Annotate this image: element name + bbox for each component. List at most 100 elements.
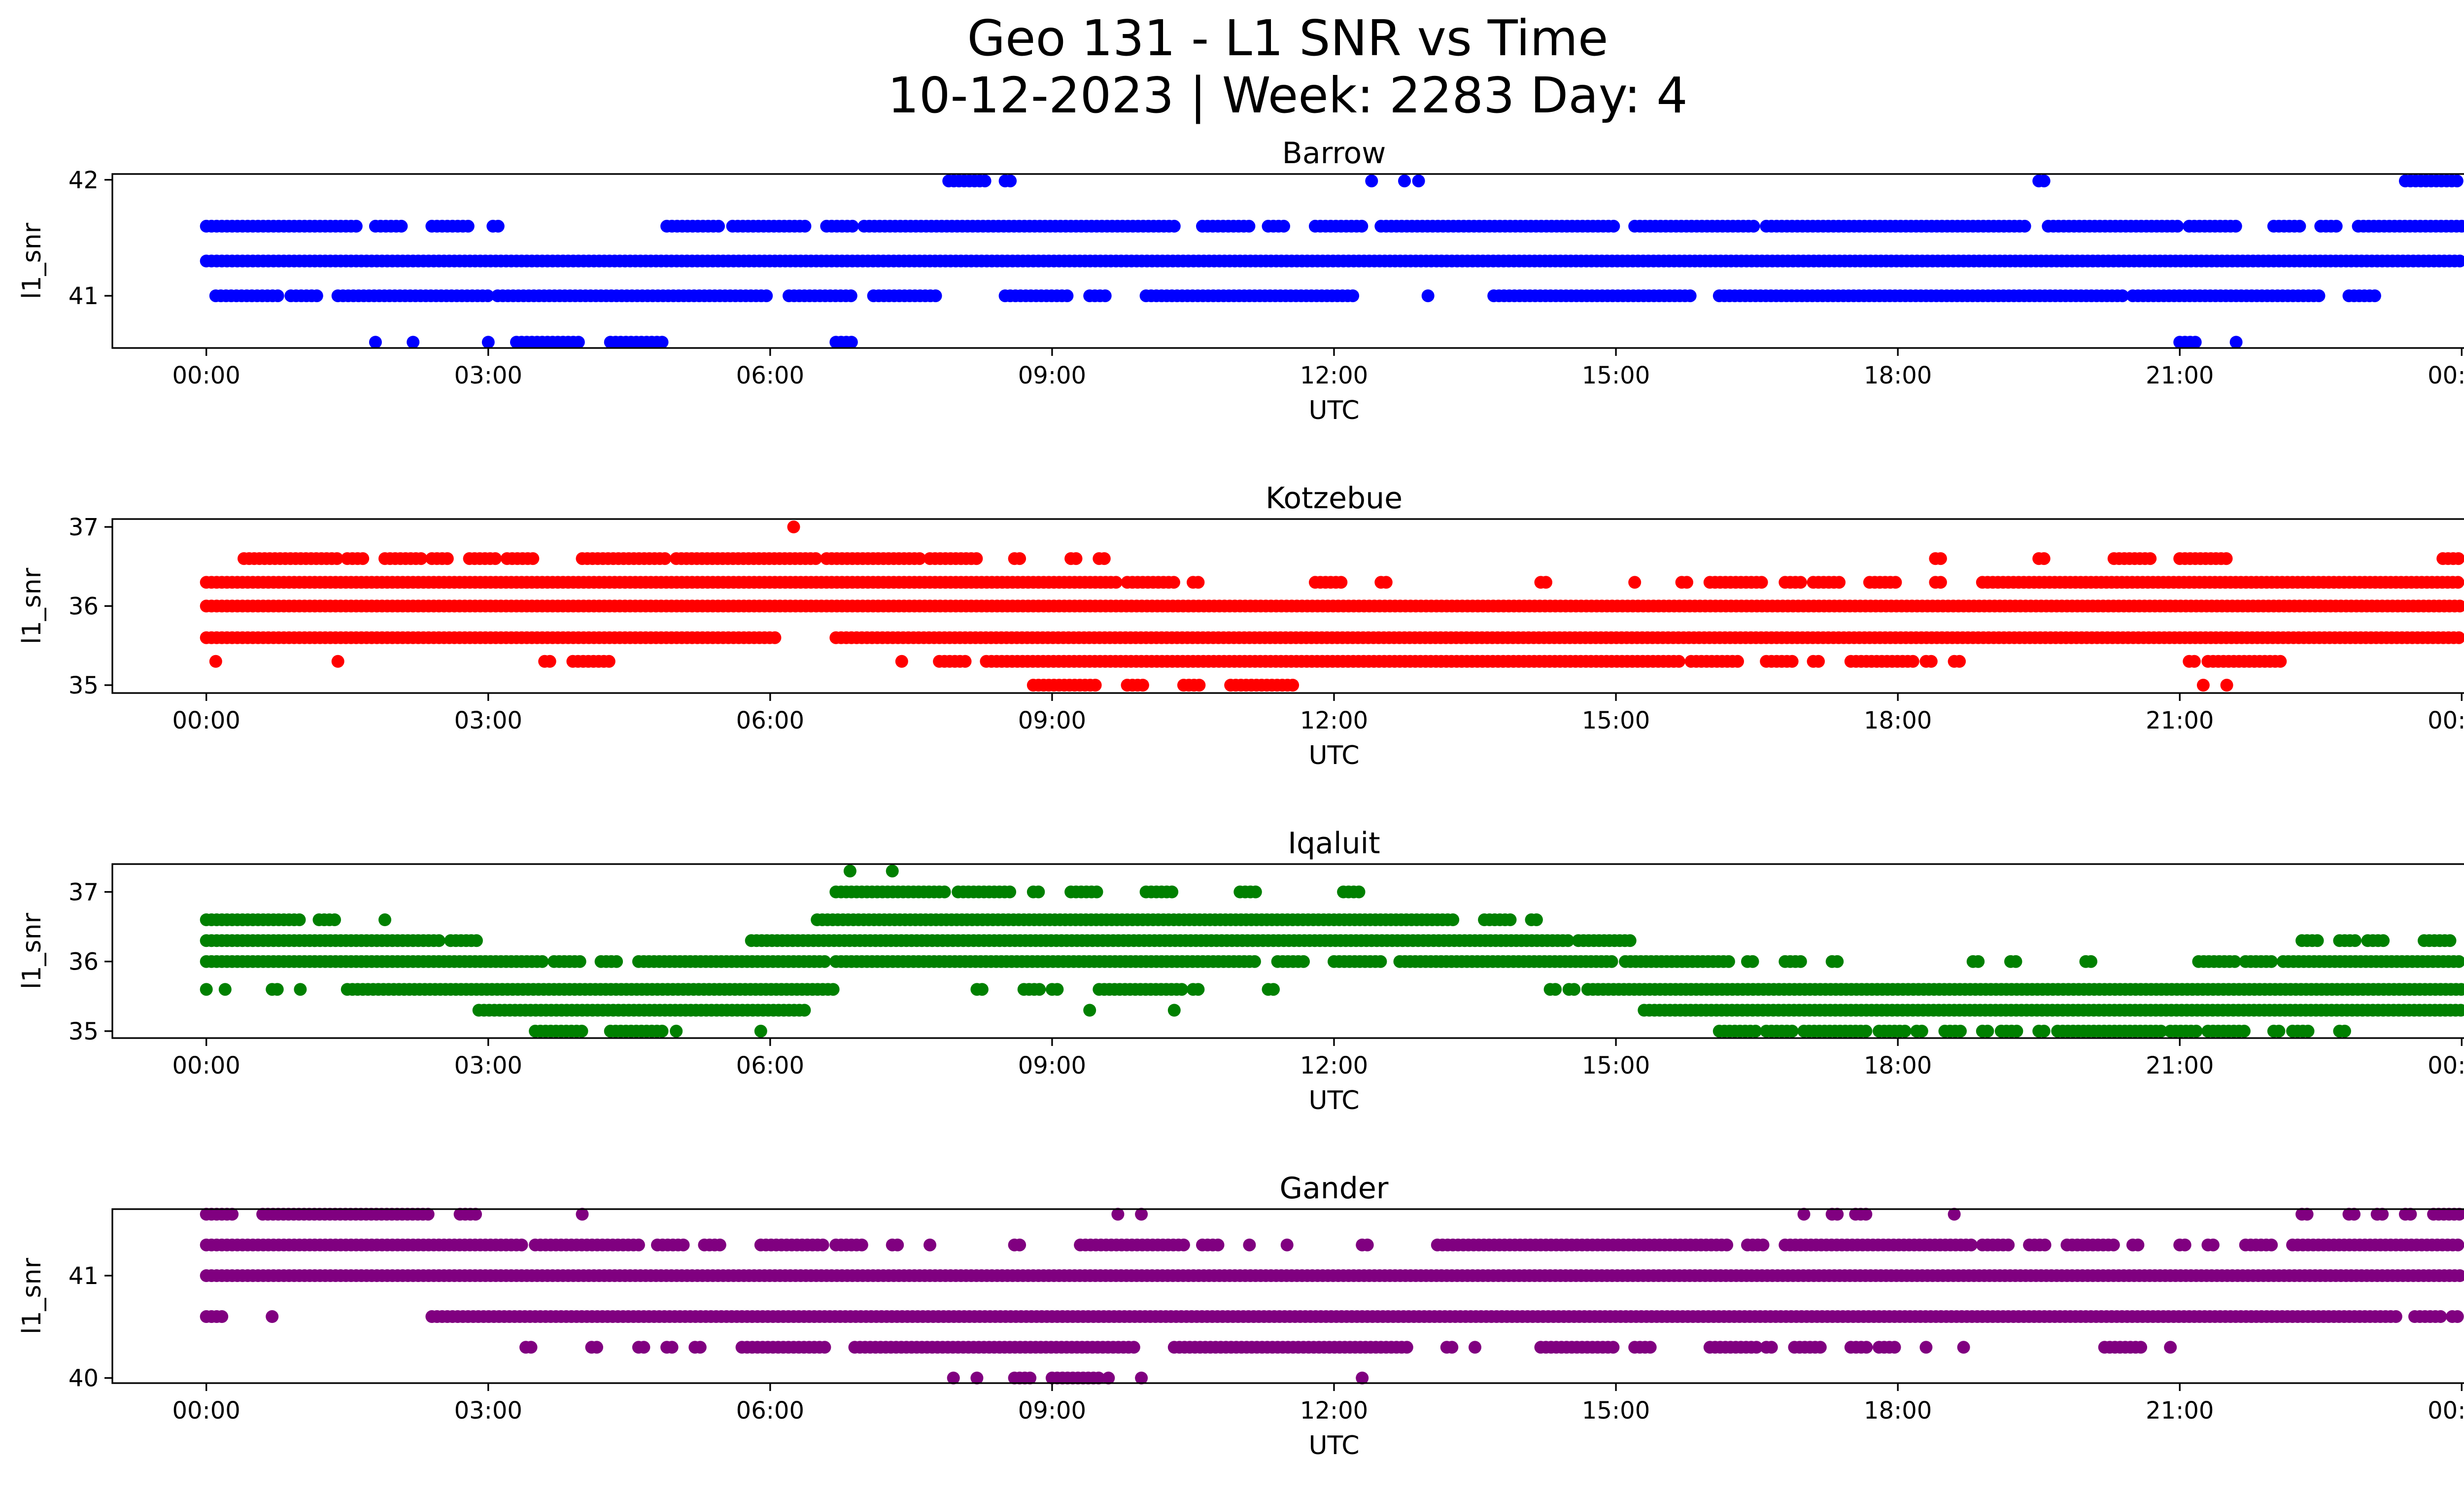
chart-2-point — [1192, 983, 1205, 996]
chart-0-point — [978, 174, 992, 188]
chart-1-point — [1953, 655, 1966, 668]
chart-1-point — [543, 655, 556, 668]
chart-2-xtick-label: 00:00 — [172, 1052, 240, 1079]
chart-3-title: Gander — [1280, 1171, 1389, 1206]
chart-1-point — [1833, 576, 1846, 589]
chart-1-point — [1924, 655, 1938, 668]
chart-2-point — [2377, 934, 2390, 947]
chart-2-ytick-label: 36 — [68, 948, 99, 976]
chart-2-point — [1981, 1024, 1994, 1038]
chart-3-points — [200, 1208, 2464, 1385]
chart-0-point — [2293, 219, 2306, 233]
chart-1-point — [2037, 552, 2051, 565]
chart-2-point — [886, 865, 899, 878]
chart-2-point — [1972, 955, 1985, 968]
chart-0-point — [1277, 219, 1290, 233]
chart-2-point — [2085, 955, 2097, 968]
chart-2-point — [200, 983, 213, 996]
chart-2-points — [200, 865, 2464, 1038]
chart-2-point — [1746, 955, 1759, 968]
chart-2-point — [1248, 955, 1261, 968]
chart-0-point — [2018, 219, 2031, 233]
chart-0-point — [846, 219, 859, 233]
chart-1-point — [2274, 655, 2287, 668]
chart-3-point — [713, 1238, 726, 1252]
chart-1-xtick-label: 09:00 — [1018, 707, 1086, 734]
chart-2-point — [218, 983, 232, 996]
chart-2-point — [1352, 885, 1366, 899]
chart-0-point — [349, 219, 363, 233]
chart-1-point — [2196, 679, 2210, 692]
chart-0-point — [271, 289, 284, 303]
chart-1-point — [658, 552, 672, 565]
chart-1-point — [1097, 552, 1111, 565]
chart-2-point — [1032, 885, 1045, 899]
chart-2-point — [610, 955, 623, 968]
chart-2-point — [470, 934, 483, 947]
chart-0-point — [310, 289, 323, 303]
chart-2-point — [1605, 955, 1618, 968]
chart-0-xtick-label: 00:00 — [172, 362, 240, 389]
chart-2-point — [798, 1004, 811, 1017]
chart-2-point — [1549, 983, 1562, 996]
chart-2-xtick-label: 03:00 — [454, 1052, 522, 1079]
chart-2-ytick-label: 37 — [68, 878, 99, 906]
chart-2-point — [1785, 1024, 1799, 1038]
chart-1-xtick-label: 00:00 — [172, 707, 240, 734]
chart-2-point — [818, 955, 831, 968]
chart-0-point — [845, 336, 858, 349]
chart-1-point — [1013, 552, 1027, 565]
chart-0-point — [1607, 219, 1620, 233]
chart-3-point — [1013, 1238, 1027, 1252]
chart-1-xtick-label: 00:00 — [2428, 707, 2464, 734]
chart-2-point — [1722, 955, 1735, 968]
chart-1-point — [1731, 655, 1744, 668]
chart-2-point — [1623, 934, 1637, 947]
chart-2-point — [1249, 885, 1262, 899]
chart-1-ytick-label: 37 — [68, 514, 99, 541]
chart-0-point — [798, 219, 812, 233]
chart-2-point — [1898, 1024, 1912, 1038]
chart-2-point — [1859, 1024, 1873, 1038]
chart-0-point — [2116, 289, 2129, 303]
chart-2-point — [1165, 885, 1179, 899]
chart-1-point — [1812, 655, 1825, 668]
chart-2-point — [1831, 955, 1844, 968]
chart-0-xtick-label: 15:00 — [1582, 362, 1650, 389]
chart-0-point — [491, 219, 505, 233]
chart-2-point — [1090, 885, 1103, 899]
chart-2-point — [2237, 1024, 2251, 1038]
chart-2-point — [573, 955, 586, 968]
chart-1-point — [895, 655, 908, 668]
chart-0-point — [1346, 289, 1360, 303]
chart-1-ylabel: l1_snr — [17, 567, 47, 644]
chart-2-point — [2311, 934, 2324, 947]
chart-2-point — [328, 913, 341, 926]
chart-2-point — [1446, 913, 1460, 926]
chart-2-xtick-label: 18:00 — [1864, 1052, 1932, 1079]
chart-0-xtick-label: 21:00 — [2146, 362, 2214, 389]
chart-0-point — [407, 336, 420, 349]
chart-3-point — [1243, 1238, 1256, 1252]
chart-0-point — [1747, 219, 1760, 233]
chart-0-xtick-label: 03:00 — [454, 362, 522, 389]
chart-2-xtick-label: 12:00 — [1300, 1052, 1368, 1079]
chart-2-point — [378, 913, 391, 926]
chart-2-point — [536, 955, 549, 968]
chart-1-point — [2220, 552, 2233, 565]
chart-0-point — [2189, 336, 2202, 349]
chart-2-point — [2190, 1024, 2203, 1038]
chart-1-xtick-label: 15:00 — [1582, 707, 1650, 734]
chart-1-point — [1069, 552, 1083, 565]
chart-2-point — [754, 1024, 767, 1038]
chart-2-point — [271, 983, 284, 996]
chart-2-point — [1374, 955, 1387, 968]
chart-0-point — [1004, 174, 1017, 188]
chart-0-point — [1242, 219, 1256, 233]
chart-1-point — [1755, 576, 1768, 589]
chart-0-point — [1412, 174, 1425, 188]
chart-3-point — [515, 1238, 528, 1252]
